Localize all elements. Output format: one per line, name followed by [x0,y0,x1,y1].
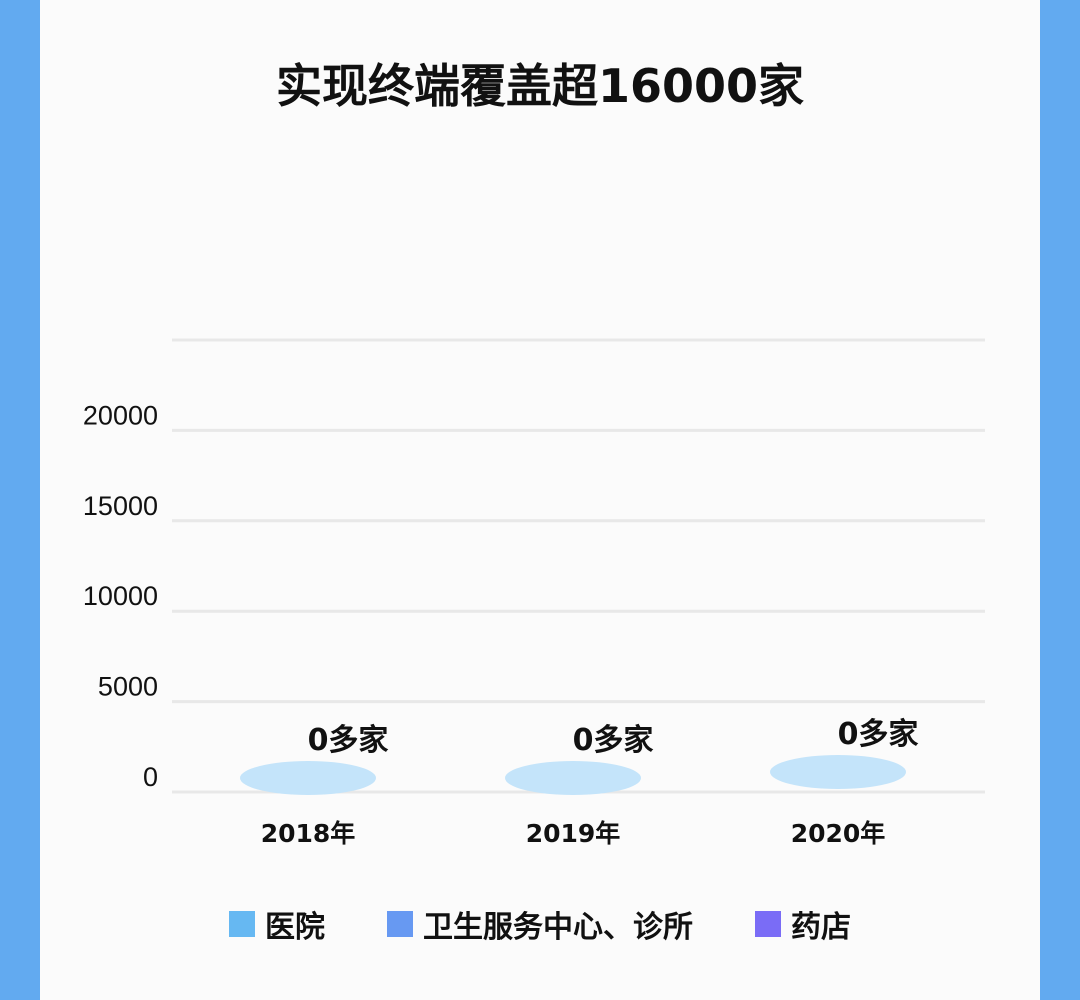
bar-base [505,761,641,795]
y-tick-label: 10000 [83,581,158,611]
data-label: 0多家 [573,723,654,758]
legend-item: 药店 [755,902,851,946]
legend-item: 医院 [229,902,325,946]
chart-title: 实现终端覆盖超16000家 [275,59,805,113]
legend-label: 药店 [791,910,851,945]
left-frame-bar [0,0,40,1000]
legend: 医院 卫生服务中心、诊所 药店 [0,902,1080,946]
data-label: 0多家 [838,717,919,752]
y-tick-label: 5000 [98,672,158,702]
bar-base [770,755,906,789]
legend-swatch [387,911,413,937]
legend-swatch [755,911,781,937]
legend-swatch [229,911,255,937]
y-tick-label: 15000 [83,491,158,521]
x-tick-label: 2020年 [791,819,886,848]
x-tick-label: 2018年 [261,819,356,848]
y-tick-label: 0 [143,762,158,792]
bar-chart: 0 5000 10000 15000 20000 0多家 2018年 0多家 2019年 0多家 2… [83,338,985,848]
legend-item: 卫生服务中心、诊所 [387,902,693,946]
y-tick-label: 20000 [83,400,158,430]
bar-base [240,761,376,795]
right-frame-bar [1040,0,1080,1000]
x-tick-label: 2019年 [526,819,621,848]
legend-label: 医院 [265,910,325,945]
legend-label: 卫生服务中心、诊所 [423,910,693,945]
data-label: 0多家 [308,723,389,758]
